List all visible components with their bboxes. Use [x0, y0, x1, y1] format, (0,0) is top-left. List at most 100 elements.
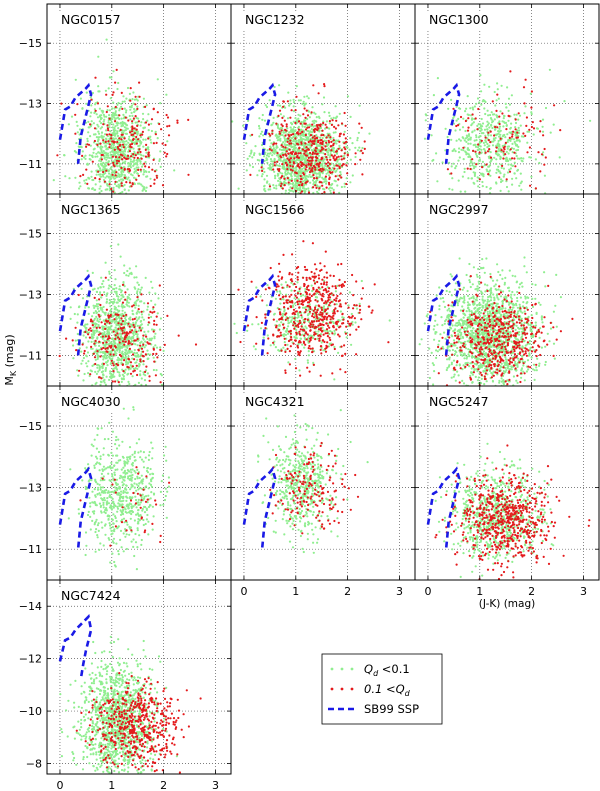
point-red: [132, 370, 135, 373]
point-green: [303, 95, 306, 98]
point-green: [130, 104, 133, 107]
point-green: [335, 162, 338, 165]
point-green: [146, 372, 149, 375]
point-green: [297, 99, 300, 102]
point-green: [87, 176, 90, 179]
point-green: [116, 116, 120, 119]
point-green: [87, 331, 91, 334]
point-green: [490, 158, 493, 161]
point-red: [334, 285, 337, 288]
point-green: [286, 319, 290, 322]
point-red: [144, 121, 148, 124]
point-red: [327, 161, 330, 164]
point-green: [86, 137, 89, 140]
point-green: [90, 337, 94, 340]
point-green: [130, 106, 133, 109]
point-red: [305, 165, 308, 169]
point-green: [268, 163, 271, 167]
point-green: [346, 95, 350, 98]
point-green: [266, 284, 269, 287]
point-green: [261, 113, 264, 117]
point-red: [500, 149, 503, 152]
point-red: [559, 129, 562, 132]
point-green: [126, 304, 129, 307]
point-red: [346, 153, 349, 156]
point-green: [84, 326, 87, 329]
point-green: [112, 287, 115, 291]
point-green: [96, 123, 99, 126]
point-red: [93, 139, 96, 143]
point-red: [320, 146, 324, 149]
point-green: [118, 374, 121, 377]
point-green: [105, 161, 108, 164]
point-green: [285, 330, 288, 333]
point-green: [102, 305, 105, 308]
point-green: [354, 321, 357, 324]
point-red: [542, 134, 545, 137]
point-red: [329, 158, 332, 161]
point-green: [81, 150, 84, 153]
point-red: [86, 182, 89, 185]
point-green: [469, 107, 472, 110]
point-red: [514, 165, 517, 168]
point-red: [299, 161, 302, 164]
point-green: [513, 113, 516, 116]
point-green: [302, 100, 305, 103]
point-green: [124, 153, 127, 157]
point-red: [513, 151, 516, 154]
point-green: [259, 132, 262, 135]
point-red: [124, 291, 127, 294]
point-red: [106, 124, 109, 127]
point-green: [544, 106, 548, 110]
point-green: [463, 139, 466, 142]
point-red: [309, 156, 312, 159]
point-green: [98, 132, 101, 135]
point-green: [136, 281, 139, 284]
point-green: [70, 115, 74, 118]
point-red: [153, 319, 156, 322]
point-green: [136, 344, 139, 347]
point-green: [152, 368, 155, 372]
point-red: [108, 117, 111, 120]
point-green: [491, 126, 494, 130]
point-red: [306, 126, 309, 129]
point-red: [313, 135, 316, 138]
point-red: [154, 374, 157, 377]
point-green: [507, 119, 510, 122]
point-green: [347, 304, 350, 307]
point-green: [281, 148, 284, 151]
point-green: [136, 132, 139, 135]
point-green: [338, 319, 341, 322]
point-red: [99, 332, 102, 335]
point-red: [472, 149, 475, 152]
point-green: [100, 371, 103, 374]
point-red: [283, 119, 286, 122]
point-green: [84, 182, 87, 185]
point-red: [271, 129, 274, 132]
point-red: [310, 169, 313, 172]
point-green: [86, 351, 90, 354]
point-red: [313, 282, 317, 285]
point-green: [273, 170, 276, 173]
point-green: [118, 319, 121, 322]
point-green: [297, 177, 301, 180]
point-green: [109, 245, 112, 248]
point-green: [133, 348, 136, 352]
point-green: [306, 95, 309, 98]
point-green: [99, 146, 102, 149]
point-red: [115, 171, 118, 174]
point-green: [486, 120, 489, 123]
point-green: [132, 135, 136, 138]
point-red: [332, 139, 335, 142]
point-red: [114, 174, 117, 177]
point-red: [74, 326, 77, 329]
point-green: [120, 314, 123, 317]
point-red: [361, 173, 364, 176]
point-green: [127, 344, 131, 347]
point-red: [495, 146, 498, 149]
point-red: [338, 132, 342, 136]
point-green: [94, 370, 97, 373]
point-green: [303, 346, 306, 349]
point-green: [150, 339, 153, 342]
point-green: [128, 382, 131, 386]
